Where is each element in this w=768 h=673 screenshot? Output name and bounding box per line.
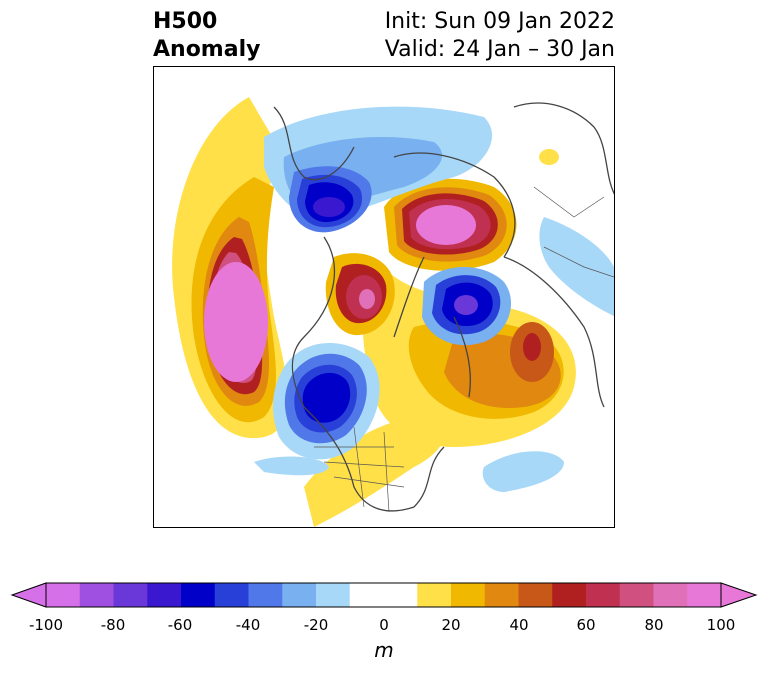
colorbar-swatch (147, 583, 182, 607)
colorbar-arrow-min (10, 582, 47, 608)
colorbar-swatch (113, 583, 148, 607)
colorbar-swatch (383, 583, 418, 607)
map-title: H500 Anomaly (153, 8, 260, 64)
tick-label: -40 (235, 616, 261, 634)
title-line-type: Anomaly (153, 37, 261, 62)
tick-label: 80 (644, 616, 664, 634)
tick-label: 40 (509, 616, 529, 634)
colorbar-swatch (653, 583, 688, 607)
colorbar-svg (10, 582, 758, 608)
valid-dates: Valid: 24 Jan – 30 Jan (384, 37, 615, 62)
map-dates: Init: Sun 09 Jan 2022 Valid: 24 Jan – 30… (385, 8, 615, 64)
colorbar-swatch (316, 583, 351, 607)
colorbar-swatch (484, 583, 519, 607)
negative-anomaly-core-europe (454, 295, 478, 315)
colorbar-swatch (349, 583, 384, 607)
colorbar-swatch (619, 583, 654, 607)
borders (314, 186, 614, 513)
init-date: Init: Sun 09 Jan 2022 (384, 9, 615, 34)
colorbar: -100 -80 -60 -40 -20 0 20 40 60 80 100 m (0, 575, 768, 673)
colorbar-swatch (518, 583, 553, 607)
positive-anomaly-south (304, 417, 446, 527)
tick-label: 20 (441, 616, 461, 634)
tick-label: -60 (167, 616, 193, 634)
colorbar-swatch (46, 583, 81, 607)
colorbar-swatch (417, 583, 452, 607)
anomaly-map-svg (172, 97, 614, 527)
colorbar-swatch (586, 583, 621, 607)
colorbar-swatch (79, 583, 114, 607)
positive-anomaly-core-arctic (416, 205, 476, 245)
tick-label: 0 (379, 616, 389, 634)
colorbar-unit: m (374, 638, 394, 662)
positive-anomaly-core-pacific (204, 262, 268, 382)
title-line-variable: H500 (153, 9, 218, 34)
colorbar-swatch (214, 583, 249, 607)
colorbar-arrow-max (720, 582, 758, 608)
colorbar-frame (45, 582, 722, 608)
colorbar-swatch (552, 583, 587, 607)
tick-label: 60 (576, 616, 596, 634)
tick-label: -100 (28, 616, 64, 634)
tick-label: 100 (706, 616, 736, 634)
colorbar-swatch (181, 583, 216, 607)
colorbar-swatch (282, 583, 317, 607)
tick-label: -20 (303, 616, 329, 634)
anomaly-map (153, 66, 615, 528)
colorbar-swatch (248, 583, 283, 607)
negative-anomaly-core-canada (313, 197, 345, 217)
colorbar-swatch (451, 583, 486, 607)
tick-label: -80 (100, 616, 126, 634)
colorbar-swatch (687, 583, 722, 607)
